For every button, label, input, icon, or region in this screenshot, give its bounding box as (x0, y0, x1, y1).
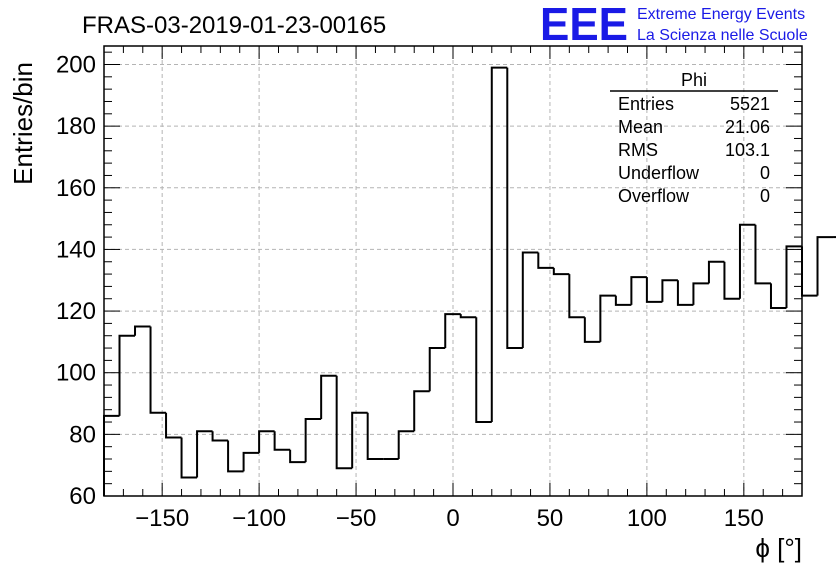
histogram-bin (118, 334, 136, 416)
stats-title: Phi (681, 70, 707, 90)
axis-ticks (103, 46, 803, 497)
stats-label: Entries (618, 94, 674, 114)
histogram-bin (335, 375, 353, 470)
stats-box: Phi Entries 5521 Mean 21.06 RMS 103.1 Underflo… (610, 70, 778, 206)
y-tick-label: 60 (69, 483, 96, 510)
histogram-bin (196, 430, 213, 478)
chart-title: FRAS-03-2019-01-23-00165 (82, 12, 386, 39)
histogram-bin (537, 252, 554, 269)
histogram-bin (568, 274, 585, 319)
x-tick-label: −50 (336, 505, 377, 532)
y-tick-label: 100 (56, 360, 96, 387)
logo-subtitle-2: La Scienza nelle Scuole (637, 27, 808, 44)
y-tick-label: 180 (56, 113, 96, 140)
histogram-bin (134, 325, 151, 336)
histogram-bin (211, 431, 229, 442)
histogram-bin (723, 261, 740, 300)
histogram-bin (645, 277, 663, 303)
histogram-bin (676, 280, 694, 306)
stats-value: 103.1 (725, 140, 770, 160)
x-tick-label: 100 (627, 505, 667, 532)
stats-label: Overflow (618, 186, 690, 206)
histogram-bin (738, 223, 756, 299)
x-tick-label: −100 (232, 505, 286, 532)
histogram-bin (258, 430, 275, 453)
stats-value: 0 (760, 163, 770, 183)
histogram-bin (816, 236, 834, 296)
histogram-bin (552, 267, 570, 276)
histogram-bin (366, 412, 384, 461)
histogram-bin (304, 417, 322, 463)
stats-value: 0 (760, 186, 770, 206)
y-axis-label: Entries/bin (8, 62, 38, 185)
stats-rows: Entries 5521 Mean 21.06 RMS 103.1 Underflow 0 Ov… (618, 94, 770, 206)
x-tick-label: 150 (724, 505, 764, 532)
y-tick-labels: 60 80 100 120 140 160 180 200 (56, 51, 96, 510)
histogram-bin (490, 66, 508, 423)
histogram-bin (661, 279, 678, 302)
y-tick-label: 140 (56, 236, 96, 263)
histogram-bin (320, 374, 337, 419)
y-tick-label: 120 (56, 298, 96, 325)
histogram-bin (769, 283, 787, 309)
histogram-bin (242, 451, 260, 472)
histogram-bin (227, 440, 244, 473)
histogram-bin (351, 411, 368, 469)
histogram-bin (801, 246, 818, 297)
x-tick-label: 0 (446, 505, 459, 532)
x-axis-label: ϕ [°] (755, 533, 802, 563)
histogram-bin (599, 294, 616, 342)
stats-value: 21.06 (725, 117, 770, 137)
histogram-bin (444, 313, 461, 349)
logo-subtitle-1: Extreme Energy Events (637, 6, 805, 23)
histogram-bin (289, 449, 306, 464)
histogram-bin (506, 67, 523, 350)
histogram-bin (475, 317, 492, 424)
histogram-bin (149, 326, 167, 414)
x-tick-label: 50 (537, 505, 564, 532)
histogram-bin (583, 317, 601, 343)
histogram-bin (273, 431, 291, 451)
histogram-bin (614, 295, 632, 306)
stats-value: 5521 (730, 94, 770, 114)
histogram-bin (692, 282, 709, 305)
eee-logo: EEE (540, 0, 628, 50)
stats-label: Mean (618, 117, 663, 137)
grid-lines (104, 46, 802, 497)
y-tick-label: 80 (69, 421, 96, 448)
histogram-bin (180, 437, 198, 479)
histogram-bin (397, 430, 415, 460)
y-tick-label: 160 (56, 175, 96, 202)
histogram-bin (707, 260, 725, 284)
histogram-outline (103, 66, 836, 496)
x-tick-label: −150 (135, 505, 189, 532)
stats-label: Underflow (618, 163, 700, 183)
histogram-bin (459, 314, 477, 319)
x-tick-labels: −150 −100 −50 0 50 100 150 (135, 505, 764, 532)
stats-label: RMS (618, 140, 658, 160)
histogram-bin (785, 245, 802, 308)
histogram-bin (413, 390, 430, 432)
histogram-bin (754, 224, 771, 285)
histogram-bin (521, 251, 539, 349)
histogram-bin (428, 347, 446, 392)
histogram-bin (165, 412, 182, 439)
histogram-bin (630, 276, 647, 305)
y-tick-label: 200 (56, 51, 96, 78)
